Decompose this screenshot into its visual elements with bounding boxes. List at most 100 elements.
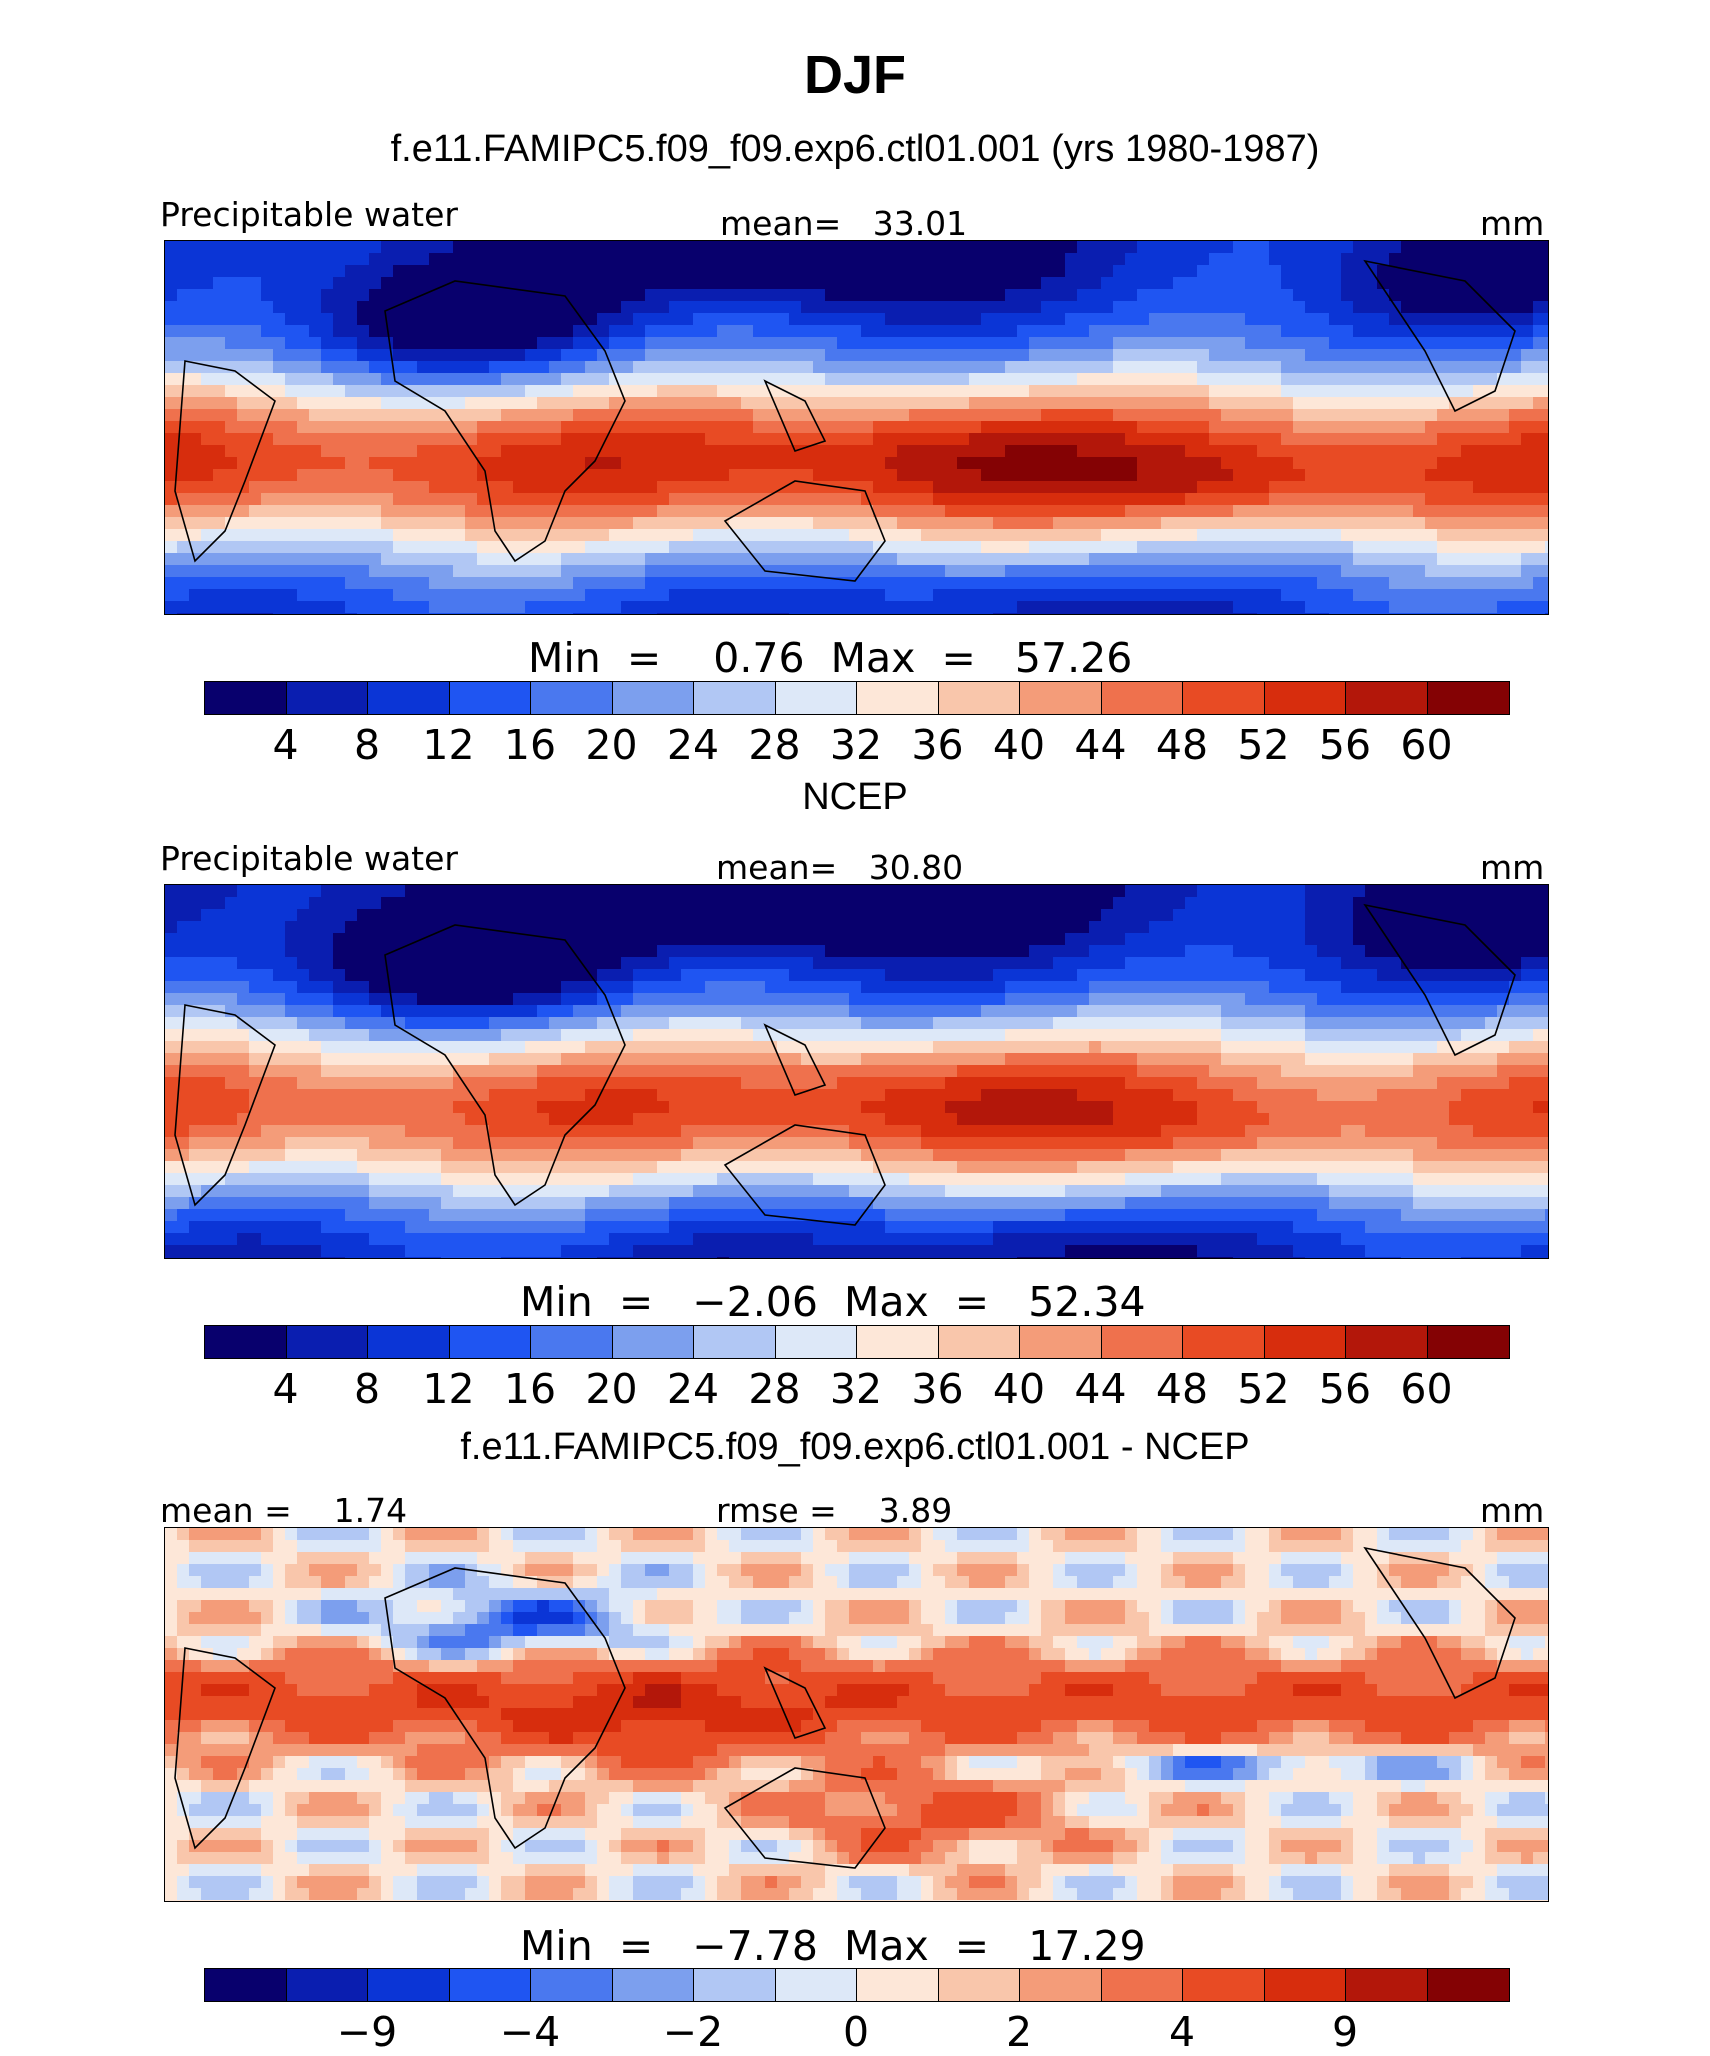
colorbar-tick-label: 52: [1237, 1369, 1289, 1410]
colorbar-tick-label: 48: [1156, 725, 1208, 766]
colorbar-swatch: [775, 1325, 858, 1359]
colorbar-tick-label: 36: [911, 725, 963, 766]
panel-3-title: f.e11.FAMIPC5.f09_f09.exp6.ctl01.001 - N…: [0, 1426, 1710, 1469]
colorbar-tick-label: 4: [1169, 2012, 1195, 2053]
panel-2-colorbar: [204, 1325, 1508, 1359]
panel-1-colorbar: [204, 681, 1508, 715]
panel-2-map: [164, 884, 1549, 1259]
colorbar-swatch: [530, 1325, 613, 1359]
panel-2-minmax: Min = −2.06 Max = 52.34: [520, 1282, 1146, 1323]
colorbar-tick-label: 16: [504, 1369, 556, 1410]
colorbar-tick-label: 56: [1319, 1369, 1371, 1410]
colorbar-tick-label: 20: [585, 1369, 637, 1410]
panel-1-map: [164, 240, 1549, 615]
colorbar-tick-label: 12: [422, 725, 474, 766]
colorbar-tick-label: 36: [911, 1369, 963, 1410]
colorbar-tick-label: 52: [1237, 725, 1289, 766]
colorbar-swatch: [1101, 681, 1184, 715]
colorbar-swatch: [367, 1968, 450, 2002]
colorbar-tick-label: 60: [1400, 725, 1452, 766]
colorbar-swatch: [1427, 1325, 1510, 1359]
contour-field: [165, 885, 1548, 1258]
panel-2-mean-label: mean= 30.80: [716, 851, 963, 884]
colorbar-swatch: [1182, 1325, 1265, 1359]
colorbar-swatch: [775, 1968, 858, 2002]
colorbar-tick-label: 9: [1332, 2012, 1358, 2053]
colorbar-tick-label: 24: [667, 1369, 719, 1410]
colorbar-swatch: [449, 1325, 532, 1359]
colorbar-tick-label: 32: [830, 725, 882, 766]
colorbar-swatch: [1264, 1325, 1347, 1359]
panel-2-variable-label: Precipitable water: [160, 842, 458, 875]
colorbar-swatch: [204, 1325, 287, 1359]
panel-3-colorbar: [204, 1968, 1508, 2002]
colorbar-swatch: [1182, 1968, 1265, 2002]
figure-title: DJF: [0, 44, 1710, 106]
colorbar-tick-label: 60: [1400, 1369, 1452, 1410]
colorbar-tick-label: 4: [272, 1369, 298, 1410]
colorbar-tick-label: −4: [500, 2012, 560, 2053]
colorbar-swatch: [367, 681, 450, 715]
colorbar-tick-label: −2: [663, 2012, 723, 2053]
colorbar-tick-label: 44: [1074, 725, 1126, 766]
colorbar-swatch: [1019, 1325, 1102, 1359]
contour-field: [165, 241, 1548, 614]
colorbar-tick-label: 16: [504, 725, 556, 766]
panel-2-title: NCEP: [0, 776, 1710, 819]
colorbar-swatch: [775, 681, 858, 715]
colorbar-tick-label: 24: [667, 725, 719, 766]
colorbar-tick-label: 56: [1319, 725, 1371, 766]
colorbar-swatch: [449, 681, 532, 715]
colorbar-swatch: [1427, 1968, 1510, 2002]
colorbar-tick-label: 44: [1074, 1369, 1126, 1410]
colorbar-swatch: [204, 1968, 287, 2002]
colorbar-swatch: [449, 1968, 532, 2002]
colorbar-swatch: [1101, 1968, 1184, 2002]
colorbar-swatch: [1345, 1325, 1428, 1359]
colorbar-tick-label: 28: [748, 1369, 800, 1410]
colorbar-tick-label: 40: [993, 1369, 1045, 1410]
colorbar-swatch: [938, 681, 1021, 715]
colorbar-swatch: [530, 1968, 613, 2002]
panel-1-minmax: Min = 0.76 Max = 57.26: [528, 638, 1132, 679]
colorbar-swatch: [612, 1968, 695, 2002]
panel-3-map: [164, 1527, 1549, 1902]
colorbar-tick-label: −9: [337, 2012, 397, 2053]
colorbar-swatch: [367, 1325, 450, 1359]
colorbar-swatch: [204, 681, 287, 715]
colorbar-swatch: [1264, 681, 1347, 715]
colorbar-swatch: [693, 1325, 776, 1359]
colorbar-tick-label: 2: [1006, 2012, 1032, 2053]
colorbar-tick-label: 48: [1156, 1369, 1208, 1410]
colorbar-tick-label: 32: [830, 1369, 882, 1410]
panel-3-rmse-label: rmse = 3.89: [716, 1494, 952, 1527]
colorbar-swatch: [693, 681, 776, 715]
colorbar-swatch: [856, 1325, 939, 1359]
panel-3-minmax: Min = −7.78 Max = 17.29: [520, 1926, 1146, 1967]
colorbar-swatch: [286, 1968, 369, 2002]
colorbar-tick-label: 20: [585, 725, 637, 766]
colorbar-swatch: [612, 681, 695, 715]
colorbar-swatch: [286, 1325, 369, 1359]
colorbar-tick-label: 0: [843, 2012, 869, 2053]
colorbar-swatch: [1182, 681, 1265, 715]
colorbar-tick-label: 28: [748, 725, 800, 766]
colorbar-swatch: [1345, 1968, 1428, 2002]
colorbar-swatch: [856, 681, 939, 715]
colorbar-swatch: [1427, 681, 1510, 715]
colorbar-swatch: [286, 681, 369, 715]
colorbar-tick-label: 4: [272, 725, 298, 766]
colorbar-swatch: [938, 1325, 1021, 1359]
colorbar-tick-label: 8: [354, 725, 380, 766]
colorbar-swatch: [1019, 681, 1102, 715]
colorbar-swatch: [1019, 1968, 1102, 2002]
colorbar-swatch: [612, 1325, 695, 1359]
panel-1-units-label: mm: [1480, 207, 1544, 240]
panel-3-mean-label: mean = 1.74: [160, 1494, 407, 1527]
colorbar-tick-label: 12: [422, 1369, 474, 1410]
panel-1-variable-label: Precipitable water: [160, 198, 458, 231]
panel-1-mean-label: mean= 33.01: [720, 207, 967, 240]
colorbar-tick-label: 40: [993, 725, 1045, 766]
colorbar-swatch: [1345, 681, 1428, 715]
colorbar-swatch: [530, 681, 613, 715]
